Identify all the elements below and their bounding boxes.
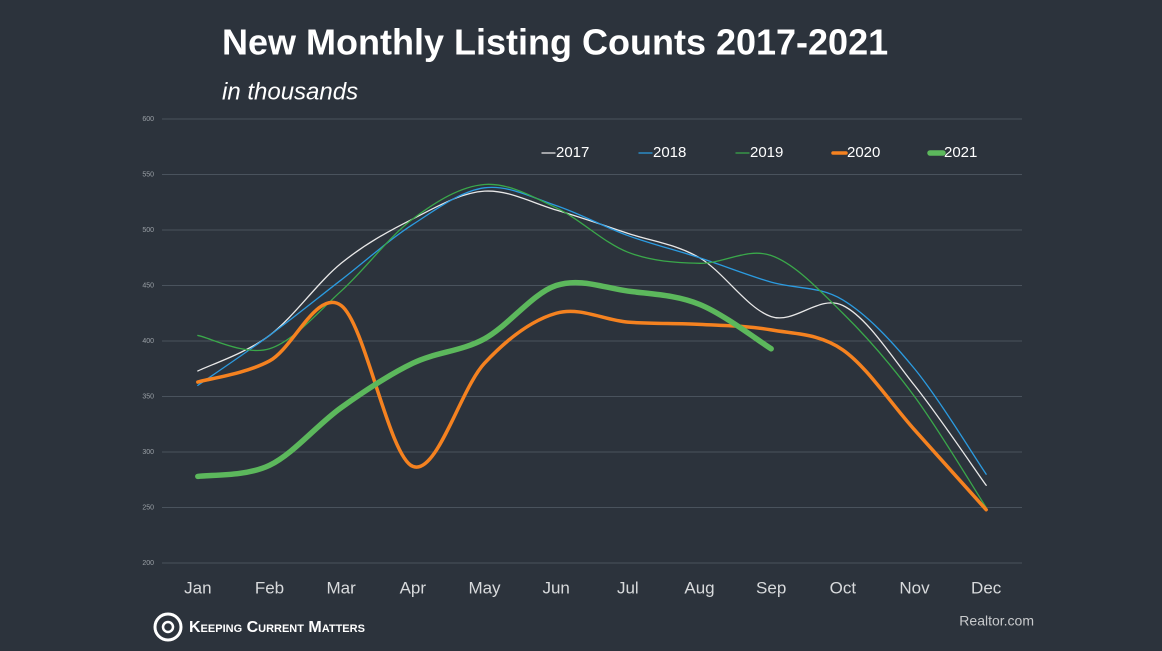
x-tick-label: Apr <box>400 578 427 597</box>
y-tick-label: 300 <box>142 449 154 456</box>
x-tick-label: Jan <box>184 578 211 597</box>
legend-label: 2019 <box>750 144 783 161</box>
chart-subtitle: in thousands <box>222 78 358 105</box>
series-line <box>195 279 774 480</box>
x-tick-label: Aug <box>684 578 714 597</box>
x-tick-label: Mar <box>327 578 357 597</box>
y-tick-label: 350 <box>142 393 154 400</box>
legend-label: 2017 <box>556 144 589 161</box>
x-tick-label: Sep <box>756 578 786 597</box>
x-tick-label: Jun <box>542 578 569 597</box>
x-tick-label: Oct <box>830 578 857 597</box>
legend-label: 2020 <box>847 144 880 161</box>
y-tick-label: 500 <box>142 227 154 234</box>
series-line <box>197 183 987 509</box>
y-tick-label: 200 <box>142 560 154 567</box>
brand: Keeping Current Matters <box>189 619 365 636</box>
y-tick-label: 600 <box>142 116 154 123</box>
x-tick-label: Dec <box>971 578 1002 597</box>
y-tick-label: 550 <box>142 171 154 178</box>
legend-label: 2021 <box>944 144 977 161</box>
x-tick-label: Jul <box>617 578 639 597</box>
source: Realtor.com <box>959 613 1034 629</box>
legend-label: 2018 <box>653 144 686 161</box>
series-line <box>197 190 987 486</box>
chart-title: New Monthly Listing Counts 2017-2021 <box>222 22 888 63</box>
y-tick-label: 400 <box>142 338 154 345</box>
series-line <box>197 186 987 475</box>
y-tick-label: 250 <box>142 504 154 511</box>
x-tick-label: Feb <box>255 578 284 597</box>
brand-logo <box>153 612 183 642</box>
x-tick-label: May <box>468 578 501 597</box>
series-line <box>196 300 988 512</box>
y-tick-label: 450 <box>142 282 154 289</box>
x-tick-label: Nov <box>899 578 930 597</box>
